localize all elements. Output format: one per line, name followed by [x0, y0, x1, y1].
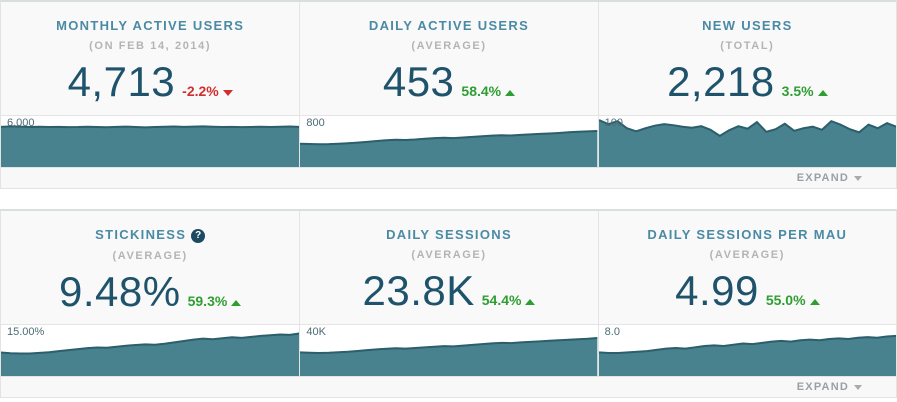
expand-label: EXPAND	[796, 381, 849, 393]
card-title-text: DAILY SESSIONS PER MAU	[647, 227, 848, 242]
metric-value: 4,713	[67, 58, 176, 105]
card-stickiness: STICKINESS? (AVERAGE) 9.48% 59.3% 15.00%	[1, 211, 300, 376]
card-subtitle: (ON FEB 14, 2014)	[89, 40, 212, 52]
trend-arrow-icon	[505, 90, 516, 96]
card-header: STICKINESS? (AVERAGE) 9.48% 59.3%	[1, 211, 299, 324]
chevron-down-icon	[854, 175, 862, 181]
metric-delta-text: 59.3%	[187, 293, 228, 309]
metric: 9.48% 59.3%	[1, 268, 299, 316]
expand-label: EXPAND	[796, 172, 849, 184]
metric-delta: 58.4%	[461, 83, 516, 99]
metric-delta-text: 55.0%	[765, 292, 806, 308]
sparkline-chart: 6,000	[1, 115, 300, 167]
metric: 453 58.4%	[300, 58, 597, 106]
area-sparkline	[300, 116, 598, 167]
card-title-text: DAILY SESSIONS	[386, 227, 512, 242]
metric: 23.8K 54.4%	[300, 267, 597, 315]
card-header: DAILY SESSIONS PER MAU (AVERAGE) 4.99 55…	[599, 211, 896, 324]
card-header: MONTHLY ACTIVE USERS (ON FEB 14, 2014) 4…	[1, 2, 299, 115]
metric-delta-text: -2.2%	[182, 83, 219, 99]
metric-value: 2,218	[667, 58, 775, 105]
sparkline-chart: 800	[300, 115, 598, 167]
chevron-down-icon	[854, 384, 862, 390]
sparkline-chart: 100	[598, 115, 896, 167]
kpi-panel-row-1: MONTHLY ACTIVE USERS (ON FEB 14, 2014) 4…	[0, 0, 897, 189]
card-subtitle: (AVERAGE)	[709, 249, 785, 261]
axis-max-label: 40K	[306, 326, 326, 338]
metric-delta: 54.4%	[482, 292, 536, 308]
card-daily-sessions-per-mau: DAILY SESSIONS PER MAU (AVERAGE) 4.99 55…	[597, 211, 896, 376]
card-monthly-active-users: MONTHLY ACTIVE USERS (ON FEB 14, 2014) 4…	[1, 2, 300, 167]
panel-footer: EXPAND	[1, 376, 896, 397]
panel-footer: EXPAND	[1, 167, 896, 188]
expand-button[interactable]: EXPAND	[797, 172, 862, 184]
card-subtitle: (TOTAL)	[720, 40, 775, 52]
metric-value: 23.8K	[362, 267, 475, 314]
metric-delta: 3.5%	[782, 83, 828, 99]
metric-value: 9.48%	[59, 268, 181, 315]
card-title: NEW USERS	[599, 18, 896, 33]
card-header: DAILY ACTIVE USERS (AVERAGE) 453 58.4%	[300, 2, 597, 115]
area-sparkline	[598, 116, 896, 167]
card-daily-active-users: DAILY ACTIVE USERS (AVERAGE) 453 58.4% 8…	[299, 2, 598, 167]
card-title-text: DAILY ACTIVE USERS	[368, 18, 530, 33]
metric-delta-text: 3.5%	[781, 83, 814, 99]
card-title-text: MONTHLY ACTIVE USERS	[56, 18, 245, 33]
sparkline-chart: 8.0	[598, 324, 896, 376]
sparkline-chart: 15.00%	[1, 324, 300, 376]
metric: 4,713 -2.2%	[1, 58, 299, 106]
trend-arrow-icon	[817, 90, 828, 96]
metric-delta-text: 54.4%	[481, 292, 522, 308]
kpi-panel-row-2: STICKINESS? (AVERAGE) 9.48% 59.3% 15.00%…	[0, 209, 897, 398]
metric-value: 4.99	[675, 267, 759, 314]
metric: 2,218 3.5%	[599, 58, 896, 106]
card-subtitle: (AVERAGE)	[411, 249, 487, 261]
card-title: DAILY SESSIONS	[300, 227, 597, 242]
card-title: STICKINESS?	[1, 227, 299, 243]
card-title-text: STICKINESS	[95, 227, 187, 242]
metric-delta: -2.2%	[182, 83, 233, 99]
area-sparkline	[1, 325, 300, 376]
card-header: NEW USERS (TOTAL) 2,218 3.5%	[599, 2, 896, 115]
card-daily-sessions: DAILY SESSIONS (AVERAGE) 23.8K 54.4% 40K	[299, 211, 598, 376]
kpi-cards-row-1: MONTHLY ACTIVE USERS (ON FEB 14, 2014) 4…	[1, 2, 896, 167]
trend-arrow-icon	[809, 299, 820, 305]
trend-arrow-icon	[222, 90, 233, 96]
area-sparkline	[598, 325, 896, 376]
trend-arrow-icon	[525, 299, 536, 305]
card-title-text: NEW USERS	[702, 18, 793, 33]
axis-max-label: 8.0	[604, 326, 620, 338]
card-title: DAILY ACTIVE USERS	[300, 18, 597, 33]
metric-delta: 59.3%	[188, 293, 242, 309]
trend-arrow-icon	[231, 300, 242, 306]
axis-max-label: 15.00%	[7, 326, 45, 338]
area-sparkline	[1, 116, 300, 167]
card-header: DAILY SESSIONS (AVERAGE) 23.8K 54.4%	[300, 211, 597, 324]
metric-value: 453	[382, 58, 455, 105]
axis-max-label: 800	[306, 117, 325, 129]
kpi-cards-row-2: STICKINESS? (AVERAGE) 9.48% 59.3% 15.00%…	[1, 211, 896, 376]
expand-button[interactable]: EXPAND	[797, 381, 862, 393]
card-title: DAILY SESSIONS PER MAU	[599, 227, 896, 242]
card-title: MONTHLY ACTIVE USERS	[1, 18, 299, 33]
metric: 4.99 55.0%	[599, 267, 896, 315]
metric-delta: 55.0%	[766, 292, 820, 308]
axis-max-label: 100	[604, 117, 624, 129]
metric-delta-text: 58.4%	[461, 83, 502, 99]
axis-max-label: 6,000	[7, 117, 35, 129]
help-icon[interactable]: ?	[191, 229, 206, 243]
sparkline-chart: 40K	[300, 324, 598, 376]
area-sparkline	[300, 325, 598, 376]
card-subtitle: (AVERAGE)	[411, 40, 487, 52]
card-new-users: NEW USERS (TOTAL) 2,218 3.5% 100	[597, 2, 896, 167]
card-subtitle: (AVERAGE)	[112, 250, 188, 262]
